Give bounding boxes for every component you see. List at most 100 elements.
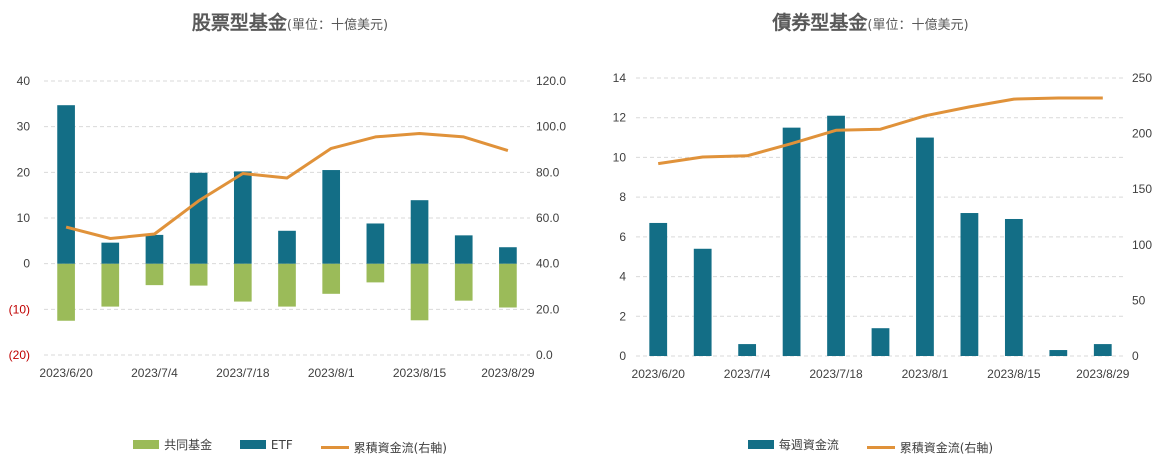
x-tick-label: 2023/8/1: [902, 367, 949, 381]
y-tick-label-left: 14: [613, 71, 627, 85]
bar-weekly-flow: [871, 328, 890, 356]
y-tick-label-right: 100.0: [536, 120, 566, 134]
bar-weekly-flow: [827, 115, 845, 356]
y-tick-label-left: 8: [619, 190, 626, 204]
bar-weekly-flow: [1004, 218, 1023, 356]
bar-weekly-flow: [782, 127, 801, 357]
y-tick-label-right: 120.0: [536, 74, 566, 88]
y-tick-label-right: 0: [1132, 349, 1139, 363]
bar-etf: [233, 171, 252, 264]
chart-title-unit: (單位：十億美元): [286, 18, 389, 33]
bar-etf: [189, 172, 208, 264]
bar-etf: [322, 170, 341, 264]
x-tick-label: 2023/7/18: [216, 366, 270, 380]
y-tick-label-left: 0: [23, 257, 30, 271]
bond-fund-chart: 債券型基金(單位：十億美元) 0 2 4 6 8 10 12 14 0 50 100 150 200 25…: [580, 0, 1161, 461]
x-tick-label: 2023/7/18: [809, 367, 863, 381]
y-tick-label-right: 20.0: [536, 302, 560, 316]
legend-item-mutual-fund: 共同基金: [133, 436, 212, 453]
chart-legend: 每週資金流 累積資金流(右軸): [580, 436, 1161, 456]
bar-etf: [57, 105, 75, 264]
bar-weekly-flow: [960, 213, 979, 356]
legend-item-weekly: 每週資金流: [747, 436, 839, 453]
x-tick-label: 2023/8/15: [987, 367, 1041, 381]
line-cumulative-flow: [65, 132, 509, 240]
bar-etf: [366, 223, 385, 264]
bar-mutual-fund: [189, 263, 208, 286]
bar-etf: [278, 230, 296, 264]
y-tick-label-left: 0: [619, 349, 626, 363]
bar-etf: [499, 247, 517, 264]
line-cumulative-flow: [657, 96, 1103, 166]
legend-item-cumulative: 累積資金流(右軸): [320, 439, 447, 456]
x-tick-label: 2023/6/20: [632, 367, 686, 381]
bar-mutual-fund: [278, 263, 296, 307]
bar-mutual-fund: [145, 263, 164, 286]
chart-title: 債券型基金(單位：十億美元): [580, 8, 1161, 35]
y-tick-label-right: 250: [1132, 71, 1152, 85]
legend-label-cumulative: 累積資金流(右軸): [899, 441, 994, 455]
legend-label-weekly: 每週資金流: [778, 438, 839, 452]
x-tick-label: 2023/7/4: [131, 366, 178, 380]
chart-title-unit: (單位：十億美元): [867, 18, 969, 33]
y-tick-label-right: 60.0: [536, 211, 560, 225]
legend-swatch-etf: [239, 440, 266, 449]
legend-label-mutual-fund: 共同基金: [164, 438, 213, 452]
chart-title-main: 債券型基金: [772, 12, 868, 34]
y-tick-label-right: 40.0: [536, 257, 560, 271]
legend-label-etf: ETF: [270, 437, 293, 452]
legend-swatch-weekly: [747, 440, 774, 449]
bar-mutual-fund: [410, 263, 429, 321]
bar-weekly-flow: [916, 137, 934, 356]
bar-weekly-flow: [1049, 350, 1068, 356]
bar-mutual-fund: [101, 263, 120, 307]
y-tick-label-right: 100: [1132, 238, 1152, 252]
legend-swatch-cumulative: [866, 446, 895, 449]
x-tick-label: 2023/6/20: [39, 366, 93, 380]
legend-item-etf: ETF: [239, 437, 293, 452]
equity-chart-plot: (20) (10) 0 10 20 30 40 0.0 20.0 40.0 60.0 80.0 100.…: [9, 74, 567, 380]
y-tick-label-right: 50: [1132, 293, 1146, 307]
x-tick-label: 2023/8/15: [393, 366, 447, 380]
bar-weekly-flow: [649, 222, 668, 356]
y-tick-label-left: 10: [613, 150, 627, 164]
bar-mutual-fund: [366, 263, 385, 283]
y-tick-label-left: 6: [619, 230, 626, 244]
legend-label-cumulative: 累積資金流(右軸): [353, 441, 447, 455]
y-tick-label-left: 40: [17, 74, 31, 88]
y-tick-label-left: 20: [17, 165, 31, 179]
x-tick-label: 2023/8/29: [481, 366, 535, 380]
bar-mutual-fund: [499, 263, 517, 308]
y-tick-label-left: 30: [17, 120, 31, 134]
chart-legend: 共同基金 ETF 累積資金流(右軸): [0, 436, 580, 456]
y-tick-label-left: 2: [619, 309, 626, 323]
y-tick-label-right: 80.0: [536, 165, 560, 179]
bar-etf: [454, 235, 473, 264]
bar-weekly-flow: [738, 344, 757, 356]
bar-mutual-fund: [233, 263, 252, 302]
bar-mutual-fund: [322, 263, 341, 294]
y-tick-label-left: (10): [9, 302, 30, 316]
equity-fund-chart: 股票型基金(單位：十億美元) (20) (10) 0 10 20 30 40 0.0 20.0 4…: [0, 0, 580, 461]
chart-title-main: 股票型基金: [191, 12, 287, 34]
y-tick-label-left: 10: [17, 211, 31, 225]
y-tick-label-right: 150: [1132, 182, 1152, 196]
bar-weekly-flow: [693, 248, 712, 356]
bond-chart-plot: 0 2 4 6 8 10 12 14 0 50 100 150 200 250 2023/6/20 2023/…: [613, 71, 1153, 381]
y-tick-label-left: (20): [9, 348, 30, 362]
x-tick-label: 2023/8/29: [1076, 367, 1130, 381]
bar-weekly-flow: [1093, 344, 1112, 356]
x-tick-label: 2023/8/1: [308, 366, 355, 380]
y-tick-label-right: 200: [1132, 127, 1152, 141]
bar-etf: [410, 200, 429, 264]
legend-swatch-mutual-fund: [133, 440, 160, 449]
x-tick-label: 2023/7/4: [724, 367, 771, 381]
chart-title: 股票型基金(單位：十億美元): [0, 8, 580, 35]
bar-etf: [145, 234, 164, 264]
y-tick-label-right: 0.0: [536, 348, 553, 362]
legend-item-cumulative: 累積資金流(右軸): [866, 439, 994, 456]
bar-etf: [101, 242, 120, 264]
y-tick-label-left: 12: [613, 111, 627, 125]
y-tick-label-left: 4: [619, 270, 626, 284]
bar-mutual-fund: [57, 263, 75, 321]
